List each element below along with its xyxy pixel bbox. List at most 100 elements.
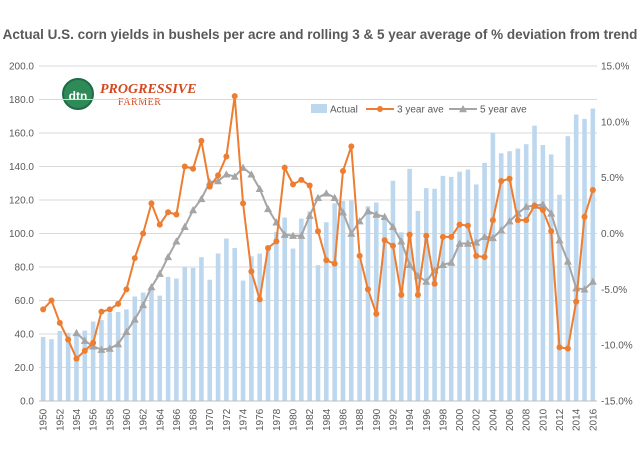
y-right-tick-label: 0.0%	[601, 229, 624, 240]
five-year-point	[164, 252, 173, 261]
five-year-point	[72, 328, 81, 337]
five-year-point	[122, 327, 131, 335]
bar-actual	[49, 339, 54, 401]
three-year-point	[73, 355, 80, 362]
axes: 0.0 20.0 40.0 60.0 80.0 100.0 120.0 140.0 160.0 1…	[9, 62, 633, 432]
three-year-point	[190, 165, 197, 172]
three-year-point	[431, 280, 438, 287]
x-tick-label: 1984	[322, 408, 333, 431]
bar-actual	[165, 276, 171, 401]
bar-actual	[423, 188, 429, 401]
five-year-point	[155, 269, 164, 277]
three-year-point	[473, 252, 480, 259]
bar-actual	[124, 309, 129, 401]
three-year-point	[589, 186, 596, 193]
five-year-point	[497, 226, 506, 234]
five-year-point	[588, 277, 597, 285]
five-year-point	[463, 239, 472, 247]
x-tick-label: 1954	[72, 408, 83, 431]
three-year-point	[306, 182, 313, 189]
bar-actual	[473, 184, 479, 401]
bar-actual	[523, 144, 529, 401]
three-year-point	[90, 339, 97, 346]
five-year-point	[363, 207, 372, 215]
five-year-point	[347, 229, 356, 237]
five-year-point	[538, 200, 547, 208]
bar-actual	[565, 136, 571, 401]
bar-actual	[299, 218, 304, 401]
three-year-point	[464, 222, 471, 229]
bar-actual	[182, 266, 188, 401]
three-year-point	[339, 167, 346, 174]
bar-actual	[407, 168, 412, 401]
bar-actual	[257, 253, 262, 401]
dtn-progressive-farmer-logo: dtn PROGRESSIVE FARMER	[60, 76, 196, 112]
bar-actual	[149, 287, 154, 401]
bar-actual	[457, 171, 462, 401]
five-year-point	[555, 236, 564, 244]
three-year-point	[548, 228, 555, 235]
five-year-point	[289, 231, 298, 239]
bar-actual	[573, 114, 579, 401]
three-year-point	[448, 233, 455, 240]
five-year-point	[297, 231, 306, 239]
five-year-point	[280, 230, 289, 238]
bar-actual	[282, 217, 287, 401]
bar-actual	[224, 238, 229, 401]
three-year-point	[123, 286, 130, 293]
bar-actual	[390, 180, 396, 401]
x-tick-label: 2006	[505, 408, 516, 431]
three-year-point	[106, 306, 113, 313]
y-left-tick-label: 180.0	[9, 95, 34, 106]
bar-series-actual	[40, 108, 596, 402]
x-tick-label: 2002	[472, 408, 483, 431]
three-year-point	[556, 344, 563, 351]
y-left-tick-label: 0.0	[20, 397, 34, 408]
bar-actual	[448, 176, 454, 401]
bar-actual	[265, 248, 271, 401]
x-tick-label: 1960	[122, 408, 133, 431]
bar-actual	[374, 202, 379, 401]
x-tick-label: 1990	[372, 408, 383, 431]
y-right-tick-label: 15.0%	[601, 62, 629, 73]
five-year-point	[180, 222, 189, 230]
x-tick-label: 2000	[455, 408, 466, 431]
x-tick-label: 1964	[155, 408, 166, 431]
three-year-point	[489, 217, 496, 224]
three-year-point	[439, 233, 446, 240]
five-year-point	[338, 208, 347, 216]
bar-actual	[465, 169, 471, 401]
five-year-point	[380, 212, 389, 220]
three-year-point	[173, 211, 180, 218]
three-year-point	[298, 176, 305, 183]
y-right-tick-label: -15.0%	[601, 397, 633, 408]
x-tick-label: 1978	[272, 408, 283, 431]
y-left-tick-label: 200.0	[9, 62, 34, 73]
y-left-tick-label: 80.0	[15, 263, 35, 274]
five-year-point	[189, 206, 198, 214]
bar-actual	[415, 210, 421, 401]
bar-actual	[290, 248, 296, 401]
three-year-point	[81, 347, 88, 354]
three-year-point	[281, 164, 288, 171]
three-year-point	[364, 286, 371, 293]
y-right-tick-label: 5.0%	[601, 173, 624, 184]
five-year-point	[422, 277, 431, 285]
bar-actual	[357, 259, 362, 401]
bar-actual	[57, 330, 63, 401]
bar-actual	[157, 295, 163, 401]
x-tick-label: 1982	[305, 408, 316, 431]
bar-actual	[174, 278, 179, 401]
bar-actual	[432, 188, 437, 401]
three-year-point	[48, 297, 55, 304]
bar-actual	[90, 321, 96, 401]
bar-actual	[490, 132, 496, 401]
bar-actual	[557, 194, 562, 401]
three-year-point	[539, 207, 546, 214]
three-year-point	[406, 231, 413, 238]
three-year-point	[514, 217, 521, 224]
five-year-point	[97, 345, 106, 353]
x-tick-label: 1968	[189, 408, 200, 431]
x-tick-label: 2004	[488, 408, 499, 431]
three-year-point	[348, 143, 355, 150]
